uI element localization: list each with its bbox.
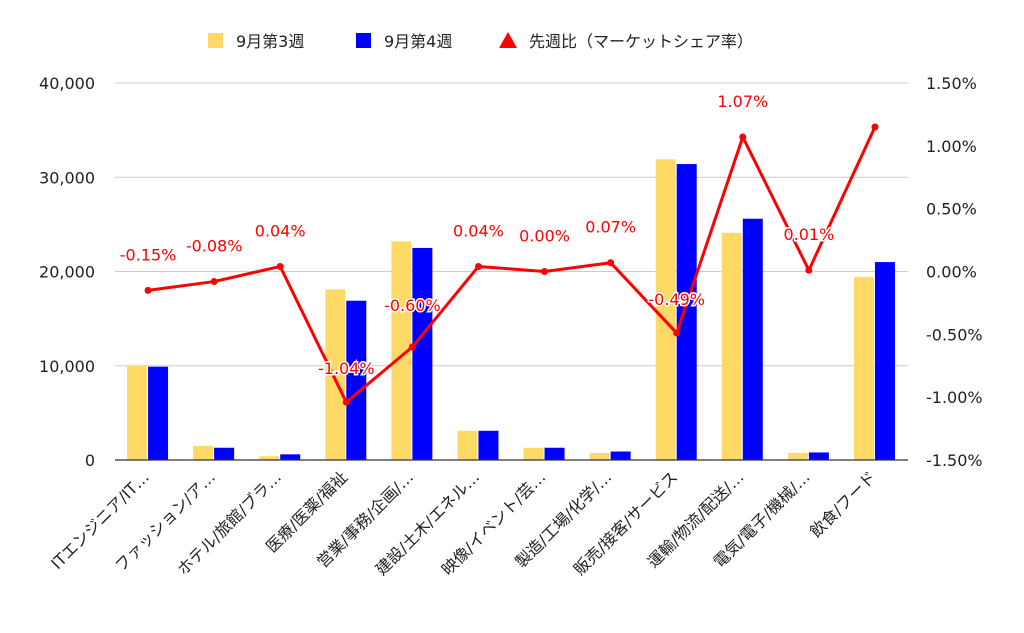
bar [412, 247, 433, 460]
chart-legend: 9月第3週 9月第4週 先週比（マーケットシェア率） [208, 32, 753, 51]
data-label: 0.04% [255, 221, 306, 240]
bar [610, 451, 631, 460]
legend-label: 先週比（マーケットシェア率） [529, 32, 753, 51]
line-point [739, 133, 747, 141]
gridlines [115, 82, 908, 367]
left-tick-label: 20,000 [39, 263, 95, 282]
data-label: -0.08% [186, 237, 243, 256]
bar [721, 232, 742, 460]
bar [478, 430, 499, 460]
left-tick-label: 30,000 [39, 168, 95, 187]
legend-label: 9月第3週 [236, 32, 304, 51]
left-tick-label: 10,000 [39, 357, 95, 376]
bar-series [127, 159, 895, 460]
legend-swatch [208, 33, 223, 48]
line-point [871, 123, 879, 131]
bar [742, 218, 763, 460]
bar [325, 289, 346, 460]
bar [193, 445, 214, 460]
category-label: 飲食/フード [806, 467, 880, 541]
bar [346, 300, 367, 460]
bar [280, 454, 301, 460]
line-series: -0.15% -0.08% 0.04% -1.04% -0.60% 0.04% 0.00% 0… [118, 91, 879, 406]
line-point [408, 343, 416, 351]
left-tick-label: 0 [85, 451, 95, 470]
data-label: 1.07% [717, 92, 768, 111]
line-point [541, 268, 549, 275]
right-tick-label: 0.00% [926, 263, 977, 282]
bar [589, 452, 610, 460]
line-point [210, 278, 218, 286]
bar [655, 159, 676, 460]
right-tick-label: -0.50% [926, 325, 983, 344]
line-point [342, 398, 350, 406]
line-point [805, 266, 813, 274]
bar [127, 365, 148, 460]
category-labels: ITエンジニア/IT…ファッション/ア…ホテル/旅館/ブラ…医療/医薬/福祉営業… [47, 467, 880, 579]
bar [853, 277, 874, 460]
right-tick-label: -1.00% [926, 388, 983, 407]
right-tick-label: -1.50% [926, 451, 983, 470]
data-label: 0.04% [453, 221, 504, 240]
right-tick-label: 1.50% [926, 74, 977, 93]
line-path [147, 126, 877, 404]
legend-label: 9月第4週 [384, 32, 452, 51]
bar [523, 447, 544, 460]
line-point [276, 262, 284, 270]
bar [148, 366, 169, 460]
left-tick-label: 40,000 [39, 74, 95, 93]
line-point [144, 286, 152, 294]
data-label: -0.60% [384, 296, 441, 315]
bar [676, 164, 697, 460]
right-tick-label: 1.00% [926, 137, 977, 156]
line-point [607, 259, 615, 267]
bar [457, 430, 478, 460]
right-tick-label: 0.50% [926, 200, 977, 219]
bar [787, 452, 808, 460]
line-point [673, 329, 681, 337]
legend-swatch [499, 32, 517, 48]
legend-swatch [356, 33, 371, 48]
data-label: -0.49% [648, 290, 705, 309]
line-point [474, 262, 482, 270]
data-label: 0.01% [783, 225, 834, 244]
data-label: -1.04% [318, 359, 375, 378]
bar [391, 241, 412, 460]
bar [214, 447, 235, 460]
left-axis: 0 10,000 20,000 30,000 40,000 [39, 74, 95, 470]
bar [808, 452, 829, 460]
right-axis: -1.50% -1.00% -0.50% 0.00% 0.50% 1.00% 1.50% [926, 74, 983, 470]
data-label: 0.00% [519, 227, 570, 246]
bar [544, 447, 565, 460]
data-label: -0.15% [120, 245, 177, 264]
bar [874, 262, 895, 460]
data-label: 0.07% [585, 218, 636, 237]
bar [259, 456, 280, 460]
